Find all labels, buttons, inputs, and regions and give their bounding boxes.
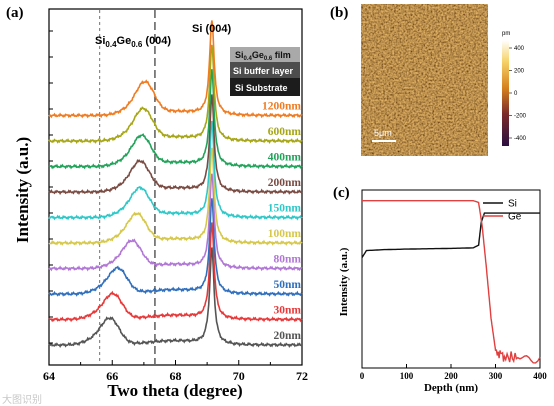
xrd-series-400nm [48,69,303,170]
layer-substrate-label: Si Substrate [235,83,288,93]
xrd-series-label-600nm: 600nm [268,126,302,138]
xrd-series-label-150nm: 150nm [268,203,302,215]
panel-b-label: (b) [330,5,348,21]
layer-stack-legend: Si0.4Ge0.6 film Si buffer layer Si Subst… [230,47,300,96]
depth-legend-label-Ge: Ge [508,212,522,223]
colorbar-tick-label-0: 0 [514,91,518,97]
colorbar-tick-label--400: -400 [514,136,527,142]
layer-film-label: Si0.4Ge0.6 film [235,50,291,62]
xrd-series-label-30nm: 30nm [274,305,302,317]
layer-buffer-swatch [230,62,300,78]
xrd-series-150nm [48,120,303,221]
depth-series-Ge [362,200,541,364]
reference-lines [98,10,156,364]
xrd-series-label-100nm: 100nm [268,228,302,240]
layer-substrate-swatch [230,78,300,96]
xrd-y-minor-ticks [49,30,53,344]
colorbar-unit: pm [502,31,510,37]
xrd-series-600nm [48,44,303,145]
xrd-series-label-1200nm: 1200nm [262,101,301,113]
layer-film-swatch [230,47,300,62]
xrd-x-tick-label-64: 64 [43,369,55,383]
depth-x-axis-title: Depth (nm) [424,382,478,394]
xrd-series-label-50nm: 50nm [274,279,302,291]
xrd-x-tick-label-72: 72 [296,369,308,383]
xrd-series-80nm [48,173,303,272]
layer-buffer-label: Si buffer layer [233,66,294,76]
xrd-x-tick-label-70: 70 [233,369,245,383]
si-peak-annotation: Si (004) [192,23,231,35]
xrd-series-label-20nm: 20nm [274,330,302,342]
xrd-series-label-400nm: 400nm [268,152,302,164]
xrd-series: 20nm 30nm 50nm 80nm 100nm 150nm 200nm 400nm 600n… [48,20,303,348]
depth-x-tick-label-0: 0 [360,371,365,381]
colorbar-tick-label-200: 200 [514,69,525,75]
depth-x-tick-label-400: 400 [533,371,547,381]
afm-texture [361,4,488,156]
depth-x-tick-label-100: 100 [400,371,414,381]
colorbar-tick-label--200: -200 [514,114,527,120]
xrd-series-200nm [48,94,303,196]
xrd-y-axis-title: Intensity (a.u.) [13,137,32,243]
afm-image-panel: 5μm pm 400 200 0 -200 -400 [361,4,527,156]
sims-depth-chart: 0 100 200 300 400 Si Ge Intensity (a.u.) Dept… [338,189,547,394]
depth-legend-label-Si: Si [508,199,517,210]
watermark: 大图识别 [2,395,42,406]
xrd-series-50nm [48,198,303,297]
depth-x-ticks: 0 100 200 300 400 [360,364,547,381]
depth-series-Si [361,212,540,258]
depth-legend: Si Ge [483,199,522,223]
colorbar [502,40,509,146]
panel-a-label: (a) [6,5,24,21]
xrd-x-axis-title: Two theta (degree) [107,381,242,400]
sige-peak-annotation: Si0.4Ge0.6 (004) [95,35,171,49]
xrd-series-20nm [48,247,303,348]
depth-series [361,200,541,364]
colorbar-ticks: 400 200 0 -200 -400 [509,46,527,142]
depth-x-tick-label-300: 300 [489,371,503,381]
scale-bar-label: 5μm [374,128,392,138]
colorbar-tick-label-400: 400 [514,46,525,52]
xrd-x-ticks: 64 66 68 70 72 [43,360,308,383]
xrd-x-tick-label-68: 68 [170,369,182,383]
xrd-series-30nm [48,222,303,323]
depth-y-axis-title: Intensity (a.u.) [338,247,350,316]
xrd-series-label-200nm: 200nm [268,177,302,189]
xrd-chart: 20nm 30nm 50nm 80nm 100nm 150nm 200nm 400nm 600n… [13,8,308,400]
depth-x-tick-label-200: 200 [444,371,458,381]
xrd-series-1200nm [48,20,303,119]
xrd-series-100nm [48,147,303,246]
xrd-series-label-80nm: 80nm [274,254,302,266]
panel-c-label: (c) [333,185,350,201]
xrd-x-tick-label-66: 66 [106,369,118,383]
